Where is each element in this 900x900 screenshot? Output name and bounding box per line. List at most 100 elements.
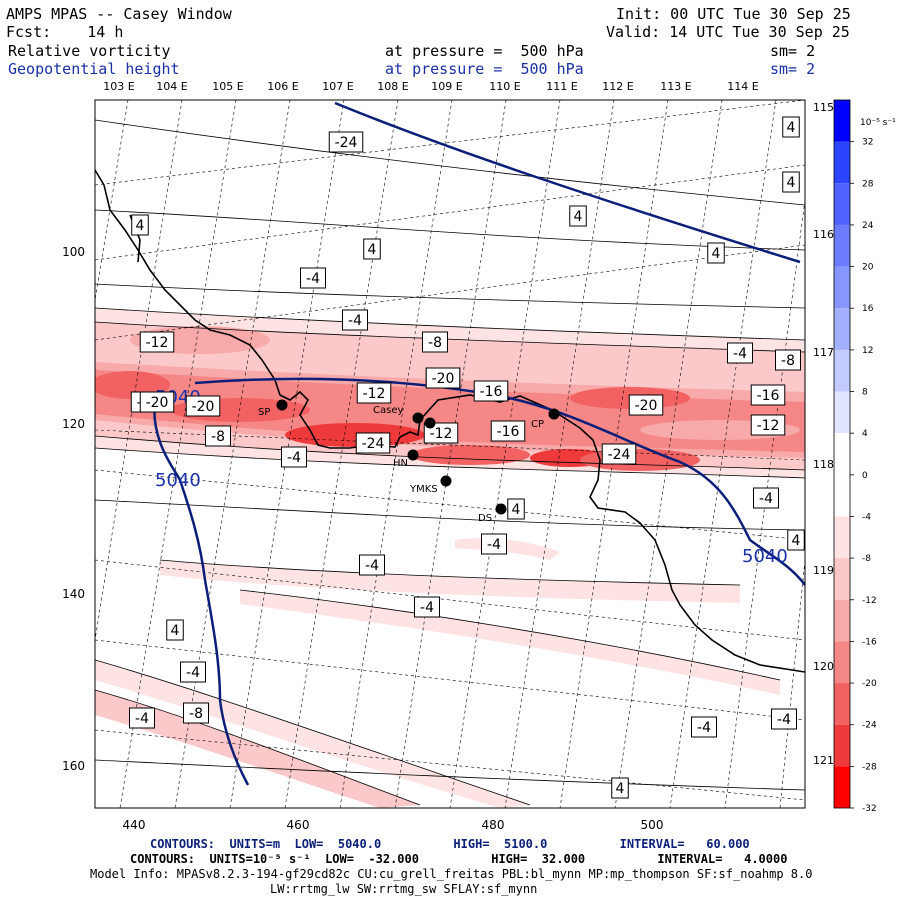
vorticity-contour-label: -24: [362, 436, 385, 452]
x-tick-label: 440: [123, 818, 146, 832]
contour-line: [95, 209, 805, 251]
map-plot: 5040 5040 5040 44444444444-4-4-4-4-4-4-4…: [62, 80, 896, 832]
contour-label-box: [205, 425, 231, 447]
contour-label-box: [139, 391, 175, 413]
vorticity-contour-label: 4: [712, 246, 721, 262]
colorbar-swatch: [834, 141, 850, 184]
colorbar-swatch: [834, 724, 850, 767]
field1-level: at pressure = 500 hPa: [385, 42, 584, 60]
height-label: 5040: [742, 546, 788, 567]
contour-line: [95, 283, 805, 309]
longitude-label: 105 E: [212, 80, 243, 93]
colorbar-tick-label: 16: [862, 304, 874, 314]
colorbar-swatch: [834, 349, 850, 392]
height-contours: [153, 101, 805, 786]
station-casey-label: Casey: [373, 405, 403, 416]
plot-frame: [94, 99, 806, 809]
vorticity-contour-label: -12: [430, 426, 453, 442]
station-ds-marker[interactable]: [495, 503, 507, 515]
colorbar-tick-label: 20: [862, 263, 874, 273]
forecast-hour: Fcst: 14 h: [6, 23, 124, 41]
station-casey2-marker[interactable]: [424, 417, 436, 429]
colorbar-swatch: [834, 599, 850, 642]
station-hn-label: HN: [393, 458, 408, 469]
contour-label-box: [601, 443, 637, 465]
contour-label-box: [787, 529, 805, 551]
model-info-2: LW:rrtmg_lw SW:rrtmg_sw SFLAY:sf_mynn: [270, 882, 538, 896]
longitude-label: 103 E: [103, 80, 134, 93]
contour-label-box: [707, 242, 725, 264]
colorbar-swatch: [834, 266, 850, 309]
y-tick-label: 160: [62, 759, 85, 773]
colorbar-swatch: [834, 474, 850, 517]
vorticity-contour-label: -12: [757, 418, 780, 434]
vorticity-contour-label: -4: [287, 450, 301, 466]
contour-label-box: [727, 342, 753, 364]
vorticity-contour-label: -24: [335, 135, 358, 151]
colorbar-unit: 10⁻⁵ s⁻¹: [860, 118, 896, 128]
contour-label-box: [166, 619, 184, 641]
colorbar-tick-label: 8: [862, 388, 868, 398]
colorbar: 32 28 24 20 16 12 8 4 0 -4 -8 -12 -16 -20 -24 -28 -32: [833, 99, 877, 814]
valid-time: Valid: 14 UTC Tue 30 Sep 25: [606, 23, 850, 41]
colorbar-swatch: [834, 224, 850, 267]
vorticity-contour-label: -20: [146, 395, 169, 411]
vorticity-contour-label: 4: [136, 218, 145, 234]
vorticity-contour-label: -12: [146, 335, 169, 351]
parallel-line: [95, 164, 805, 261]
longitude-label: 104 E: [156, 80, 187, 93]
height-contour-5040: [334, 101, 801, 264]
field1-smoothing: sm= 2: [770, 42, 816, 60]
vorticity-shading: [95, 308, 805, 808]
contour-label-box: [185, 395, 221, 417]
contour-label-box: [425, 367, 461, 389]
longitude-label: 108 E: [377, 80, 408, 93]
vorticity-contour-label: -4: [733, 346, 747, 362]
station-cp-marker[interactable]: [548, 408, 560, 420]
x-tick-label: 500: [641, 818, 664, 832]
station-sp-marker[interactable]: [276, 399, 288, 411]
station-hn-marker[interactable]: [407, 449, 419, 461]
station-casey-marker[interactable]: [412, 412, 424, 424]
contour-label-box: [507, 498, 525, 520]
shade-blob: [410, 445, 530, 465]
contour-label-box: [782, 171, 800, 193]
colorbar-tick-label: -8: [862, 554, 871, 564]
contour-line: [95, 499, 805, 531]
shade-band-south: [95, 690, 420, 808]
vorticity-contour-label: 4: [792, 533, 801, 549]
station-ymks-marker[interactable]: [440, 475, 452, 487]
vorticity-contour-label: 4: [616, 781, 625, 797]
colorbar-swatch: [834, 766, 850, 808]
vorticity-contour-label: -4: [759, 491, 773, 507]
station-cp-label: CP: [531, 419, 544, 430]
meridian-line: [669, 100, 777, 808]
meridian-line: [614, 100, 723, 808]
contour-line: [95, 659, 531, 806]
shade-band-16: [95, 370, 805, 452]
parallel-line: [95, 244, 805, 341]
vorticity-contour-label: -4: [135, 711, 149, 727]
map-title: AMPS MPAS -- Casey Window: [6, 5, 232, 23]
colorbar-swatch: [834, 183, 850, 225]
contour-label-box: [481, 533, 507, 555]
colorbar-tick-label: 0: [862, 471, 868, 481]
contour-label-box: [342, 309, 368, 331]
y-tick-label: 120: [62, 417, 85, 431]
contour-label-box: [782, 116, 800, 138]
colorbar-swatch: [834, 516, 850, 559]
contour-label-box: [771, 708, 797, 730]
colorbar-swatch: [834, 641, 850, 684]
height-contour-info: CONTOURS: UNITS=m LOW= 5040.0 HIGH= 5100…: [150, 837, 750, 851]
contour-label-box: [569, 205, 587, 227]
vorticity-contour-label: 4: [787, 120, 796, 136]
longitude-label: 110 E: [489, 80, 520, 93]
vorticity-labels: 44444444444-4-4-4-4-4-4-4-4-4-4-4-4-8-8-…: [129, 116, 805, 799]
vorticity-contour-label: 4: [171, 623, 180, 639]
contour-label-box: [328, 131, 364, 153]
height-contour-5040: [153, 399, 250, 786]
vorticity-contour-label: -20: [192, 399, 215, 415]
vorticity-contour-label: -24: [608, 447, 631, 463]
colorbar-swatch: [834, 100, 850, 142]
shade-band-south: [240, 590, 780, 695]
